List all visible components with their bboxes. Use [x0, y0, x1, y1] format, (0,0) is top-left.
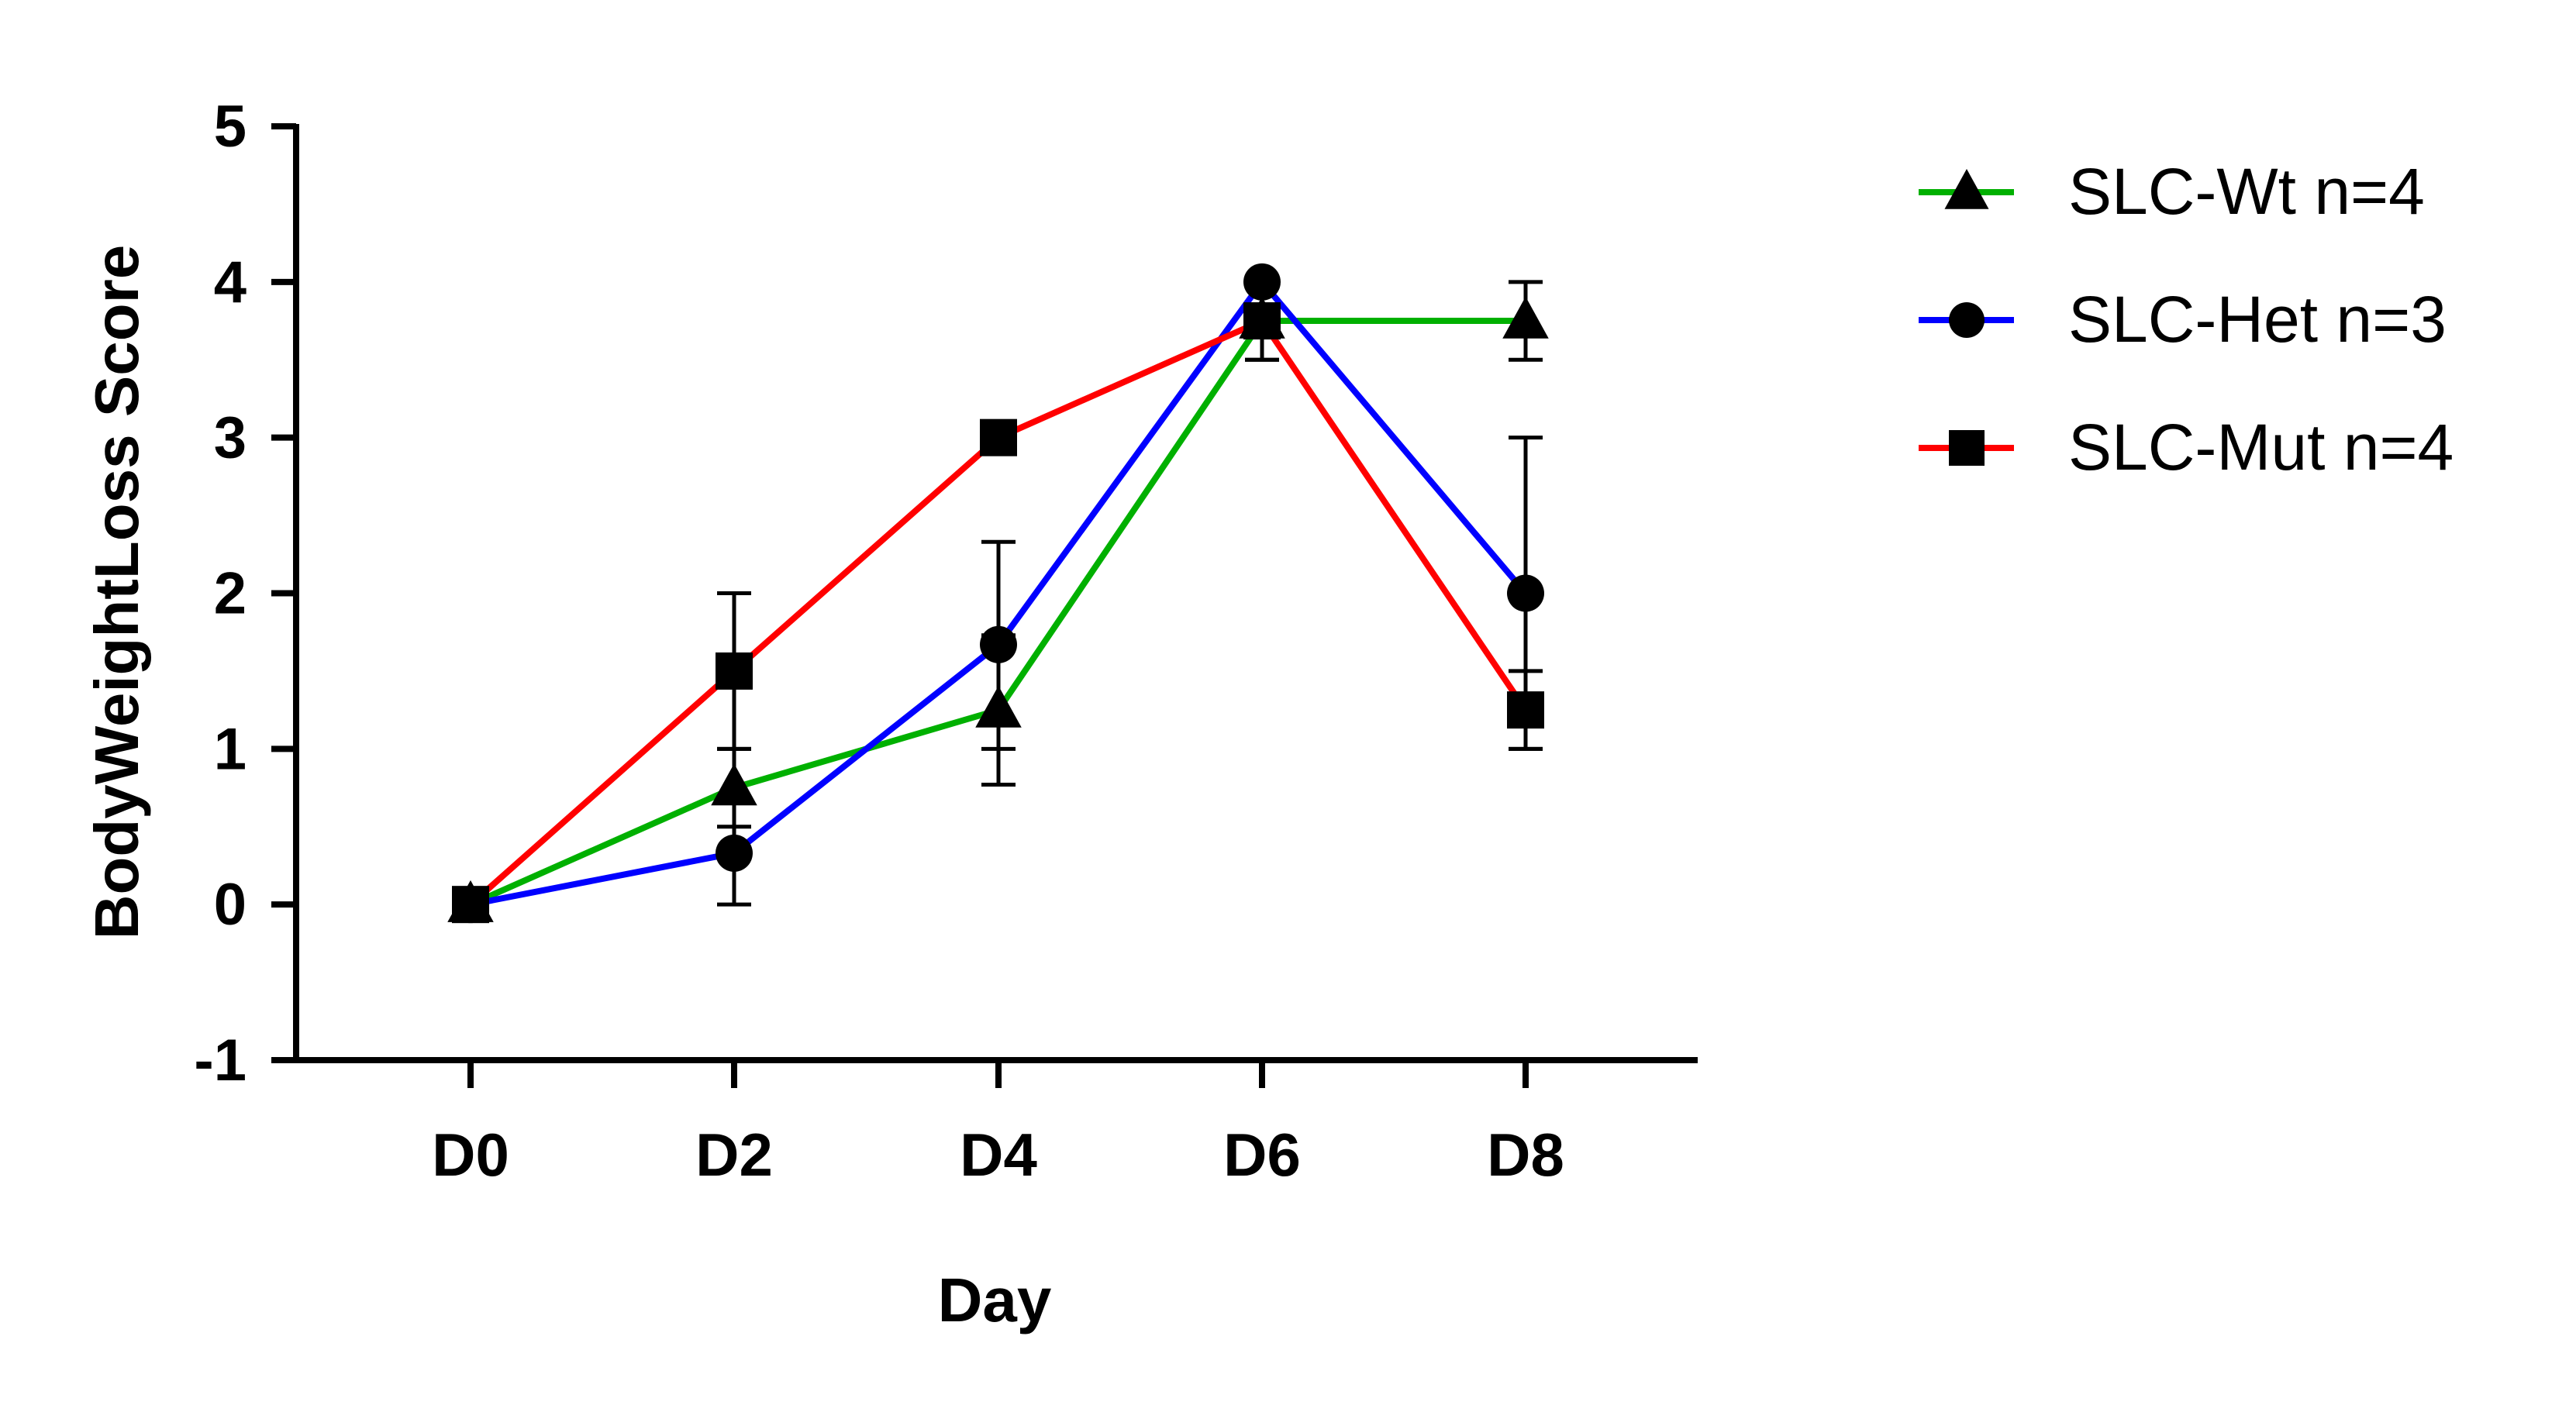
- data-point-series-2: [1507, 574, 1544, 612]
- y-tick-label: 2: [214, 561, 247, 627]
- x-tick-label: D6: [1223, 1121, 1301, 1189]
- y-tick-label: 0: [214, 872, 247, 938]
- data-point-series-3: [1243, 302, 1281, 340]
- data-point-series-3: [980, 418, 1017, 456]
- y-tick-label: 1: [214, 716, 247, 782]
- x-tick-label: D8: [1487, 1121, 1564, 1189]
- x-tick-label: D0: [432, 1121, 509, 1189]
- data-point-series-2: [716, 834, 753, 872]
- legend-label: SLC-Het n=3: [2068, 283, 2447, 356]
- legend-label: SLC-Wt n=4: [2068, 155, 2425, 228]
- y-tick-label: -1: [194, 1028, 247, 1093]
- data-point-series-2: [980, 625, 1017, 663]
- data-point-series-1: [1502, 296, 1549, 339]
- y-tick-label: 3: [214, 405, 247, 471]
- y-axis-label: BodyWeightLoss Score: [82, 245, 151, 939]
- legend: SLC-Wt n=4 SLC-Het n=3 SLC-Mut n=4: [1919, 155, 2454, 484]
- data-point-series-3: [1507, 691, 1544, 729]
- ticks: -1 0 1 2 3 4 5 D0 D2 D4 D6 D8: [194, 94, 1564, 1189]
- data-point-series-3: [452, 886, 489, 924]
- error-bars: [717, 280, 1543, 907]
- legend-label: SLC-Mut n=4: [2068, 411, 2454, 484]
- x-tick-label: D2: [695, 1121, 773, 1189]
- y-tick-label: 5: [214, 94, 247, 160]
- series-markers: [447, 263, 1549, 924]
- data-point-series-1: [711, 763, 757, 806]
- axes: [293, 124, 1698, 1063]
- data-point-series-3: [716, 652, 753, 690]
- legend-marker: [1944, 169, 1989, 209]
- data-point-series-2: [1243, 263, 1281, 301]
- x-axis-label: Day: [938, 1266, 1052, 1334]
- legend-marker: [1949, 302, 1985, 338]
- legend-marker: [1949, 430, 1985, 466]
- x-tick-label: D4: [960, 1121, 1037, 1189]
- data-point-series-1: [975, 685, 1022, 728]
- y-tick-label: 4: [214, 250, 247, 315]
